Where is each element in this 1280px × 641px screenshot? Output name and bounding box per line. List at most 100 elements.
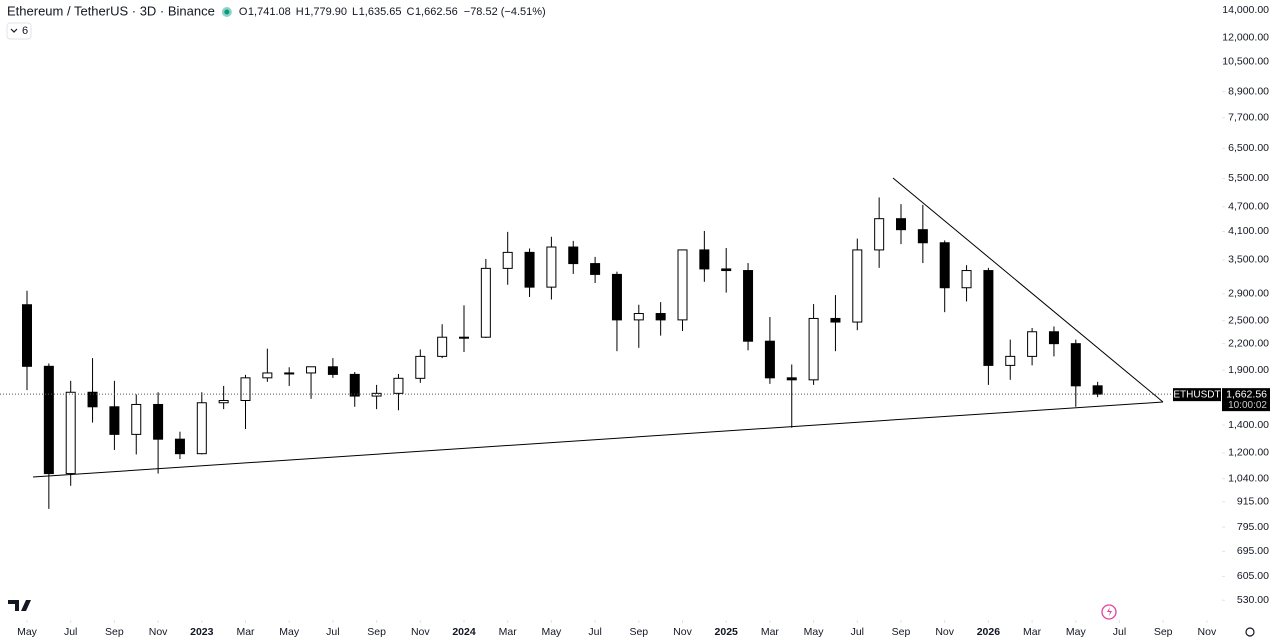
candle-body xyxy=(109,406,120,435)
candle-body xyxy=(546,246,557,288)
candle xyxy=(743,263,754,351)
candle xyxy=(393,373,404,411)
ohlc-value: 1,635.65 xyxy=(359,6,402,18)
candle xyxy=(109,380,120,450)
candle xyxy=(174,431,185,460)
x-tick-label: 2025 xyxy=(715,626,739,638)
candle xyxy=(153,392,164,474)
header: Ethereum / TetherUS · 3D · Binance 6 xyxy=(6,3,232,40)
tv-logo[interactable] xyxy=(8,600,31,611)
candle xyxy=(524,248,535,297)
support-trendline[interactable] xyxy=(32,401,1164,478)
candle-body xyxy=(1027,331,1038,357)
y-tick-label: 2,900.00 xyxy=(1228,288,1269,300)
candle-body xyxy=(87,391,98,408)
x-tick-label: Mar xyxy=(761,626,780,638)
x-tick-label: Sep xyxy=(105,626,124,638)
y-tick-label: 12,000.00 xyxy=(1222,32,1269,44)
candle xyxy=(1005,339,1016,380)
candle-body xyxy=(852,249,863,323)
candle-body xyxy=(611,273,622,321)
resistance-trendline[interactable] xyxy=(892,177,1164,403)
indicator-box[interactable] xyxy=(6,22,32,40)
candle-body xyxy=(917,229,928,244)
price-badge xyxy=(1222,388,1270,412)
candle xyxy=(480,258,491,339)
x-tick-label: Jul xyxy=(1113,626,1126,638)
change-value: −78.52 (−4.51%) xyxy=(464,6,546,18)
event-icon[interactable] xyxy=(1101,604,1117,620)
ohlc-key: O xyxy=(239,6,248,18)
logo-shape xyxy=(8,600,31,611)
candle xyxy=(327,358,338,378)
y-tick-label: 795.00 xyxy=(1237,521,1269,533)
x-tick-label: May xyxy=(279,626,300,638)
candle-body xyxy=(22,304,32,367)
candle xyxy=(437,324,448,359)
candle-body xyxy=(983,270,994,366)
candle-body xyxy=(437,336,448,357)
symbol-title[interactable]: Ethereum / TetherUS · 3D · Binance xyxy=(7,3,215,18)
candle xyxy=(218,385,229,410)
candle-body xyxy=(590,263,601,275)
ticker-label: ETHUSDT xyxy=(1173,389,1220,400)
x-tick-label: May xyxy=(1066,626,1087,638)
candle-body xyxy=(721,268,732,272)
candle xyxy=(1027,327,1038,366)
candle-body xyxy=(677,249,688,321)
settings-icon[interactable] xyxy=(1245,627,1255,637)
y-tick-label: 10,500.00 xyxy=(1222,56,1269,68)
y-tick-label: 8,900.00 xyxy=(1228,85,1269,97)
candle xyxy=(1048,326,1059,357)
candle xyxy=(65,380,76,486)
candle xyxy=(611,271,622,352)
candle xyxy=(655,302,666,336)
x-tick-label: Sep xyxy=(1154,626,1173,638)
candle xyxy=(1092,381,1103,398)
candle xyxy=(502,231,513,285)
candle-body xyxy=(459,336,469,339)
y-tick-label: 1,040.00 xyxy=(1228,473,1269,485)
x-tick-label: Jul xyxy=(851,626,864,638)
y-tick-label: 695.00 xyxy=(1237,545,1269,557)
candle-body xyxy=(699,249,710,270)
ohlc-value: 1,662.56 xyxy=(415,6,458,18)
candle-body xyxy=(939,242,950,289)
candle xyxy=(808,304,819,385)
candle-body xyxy=(153,403,164,440)
y-tick-label: 3,500.00 xyxy=(1228,254,1269,266)
ohlc-key: L xyxy=(352,6,358,18)
candle-body xyxy=(874,218,885,251)
candle xyxy=(349,371,360,407)
candle-body xyxy=(786,377,797,381)
y-tick-label: 2,500.00 xyxy=(1228,314,1269,326)
candle xyxy=(896,204,906,245)
candle xyxy=(371,384,382,410)
candle xyxy=(284,367,295,386)
candle xyxy=(677,249,688,331)
x-tick-label: Mar xyxy=(499,626,518,638)
ohlc-key: C xyxy=(406,6,414,18)
last-price-label: 1,662.56 xyxy=(1226,388,1267,400)
candle xyxy=(764,317,775,384)
candle-body xyxy=(808,317,819,381)
candle-body xyxy=(415,355,426,379)
candle xyxy=(568,240,579,274)
x-tick-label: May xyxy=(804,626,825,638)
candle xyxy=(633,304,644,348)
y-tick-label: 5,500.00 xyxy=(1228,172,1269,184)
candle xyxy=(415,349,426,383)
candle-body xyxy=(743,270,754,342)
candle-body xyxy=(240,377,251,401)
y-tick-label: 1,400.00 xyxy=(1228,419,1269,431)
candle-body xyxy=(655,313,666,321)
candle xyxy=(830,295,841,352)
candle xyxy=(262,348,273,382)
candle-body xyxy=(524,251,535,288)
candle-body xyxy=(393,377,404,394)
candle-body xyxy=(174,438,185,455)
ohlc-value: 1,779.90 xyxy=(304,6,347,18)
candle xyxy=(917,204,928,264)
x-tick-label: May xyxy=(541,626,562,638)
